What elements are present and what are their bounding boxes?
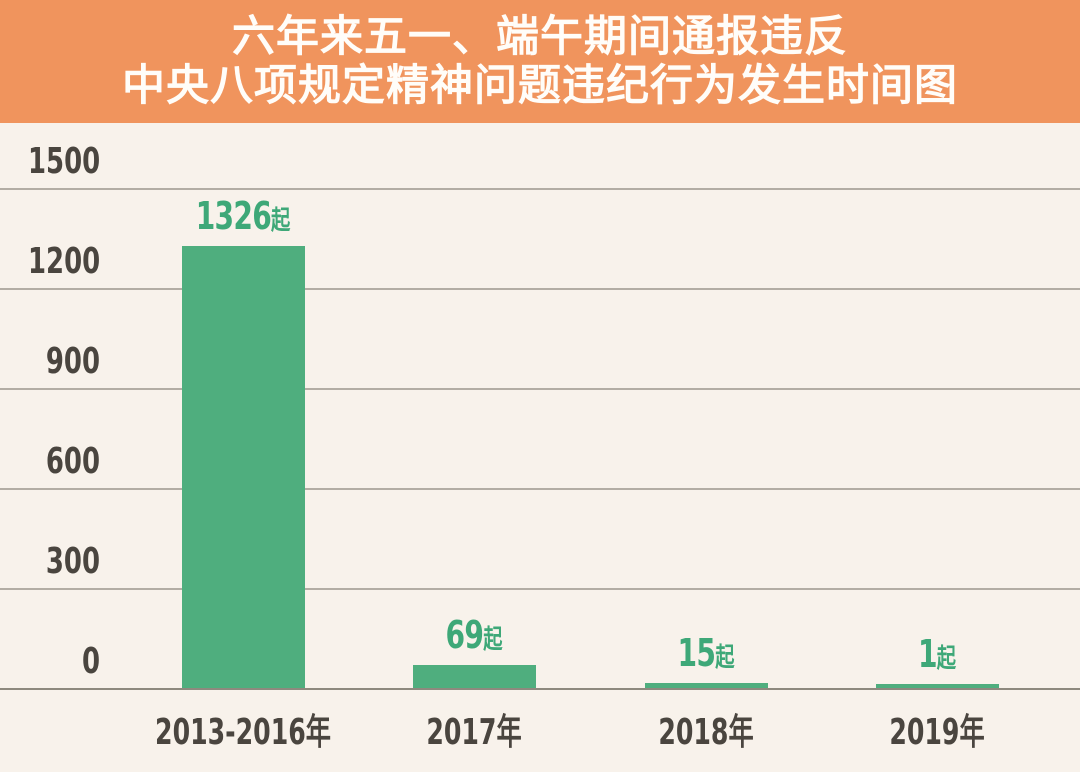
value-number: 1326 [195, 194, 272, 238]
chart-title-line-2: 中央八项规定精神问题违纪行为发生时间图 [122, 61, 958, 111]
bar-2019年 [876, 684, 999, 688]
x-axis-category-label: 2017年 [426, 712, 522, 753]
value-unit: 起 [936, 644, 957, 674]
bar-2013-2016年 [182, 246, 305, 688]
bar-value-label: 1起 [826, 632, 1048, 676]
value-unit: 起 [271, 206, 291, 236]
y-axis-tick-label: 900 [45, 341, 100, 382]
y-axis-tick-label: 300 [45, 541, 100, 582]
x-axis-category-label: 2018年 [658, 712, 754, 753]
bar-chart-plot-area: 0 300 600 900 1200 1500 1326起 2013-2016年 69起 2017… [0, 123, 1080, 772]
bar-value-label: 69起 [363, 613, 585, 657]
gridline-1500 [0, 188, 1080, 190]
y-axis-tick-label: 0 [81, 641, 100, 682]
bar-value-label: 15起 [595, 631, 817, 675]
value-number: 69 [445, 613, 484, 657]
value-number: 1 [917, 632, 938, 676]
value-unit: 起 [715, 643, 735, 673]
chart-title-line-1: 六年来五一、端午期间通报违反 [232, 12, 848, 62]
y-axis-tick-label: 1500 [28, 141, 101, 182]
value-number: 15 [677, 631, 716, 675]
chart-header: 六年来五一、端午期间通报违反 中央八项规定精神问题违纪行为发生时间图 [0, 0, 1080, 123]
gridline-900 [0, 388, 1080, 390]
x-axis-category-label: 2013-2016年 [155, 712, 331, 753]
y-axis-tick-label: 600 [45, 441, 100, 482]
gridline-1200 [0, 288, 1080, 290]
value-unit: 起 [483, 625, 503, 655]
y-axis-tick-label: 1200 [28, 241, 101, 282]
x-axis-baseline [0, 688, 1080, 690]
x-axis-category-label: 2019年 [889, 712, 985, 753]
bar-2018年 [645, 683, 768, 688]
bar-2017年 [413, 665, 536, 688]
bar-value-label: 1326起 [132, 194, 354, 238]
gridline-600 [0, 488, 1080, 490]
gridline-300 [0, 588, 1080, 590]
